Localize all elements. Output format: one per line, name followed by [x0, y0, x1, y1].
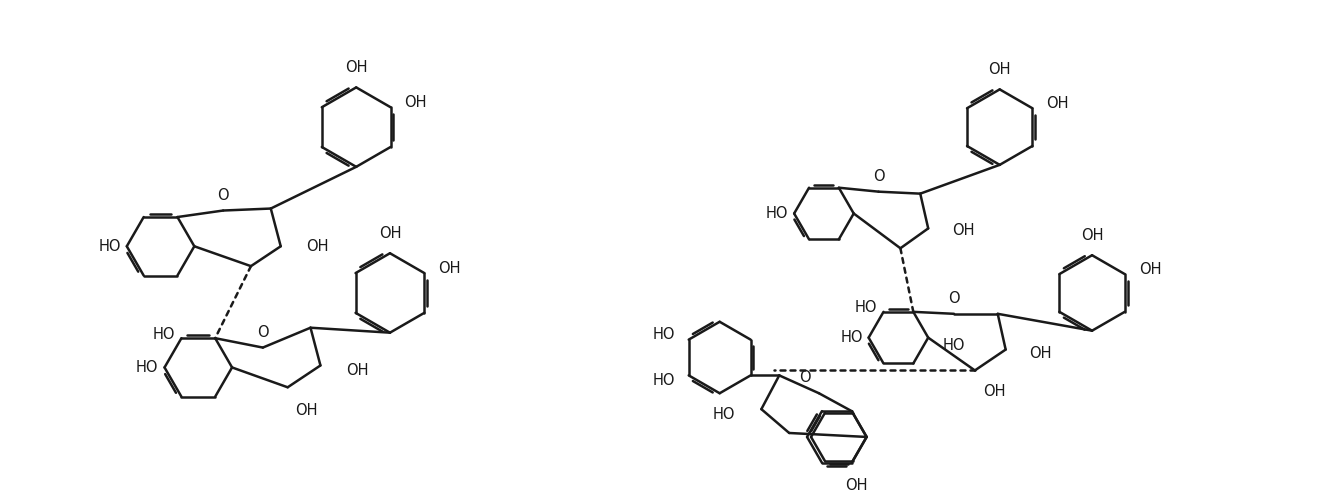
- Text: HO: HO: [652, 373, 675, 388]
- Text: HO: HO: [766, 206, 788, 221]
- Text: OH: OH: [378, 226, 401, 242]
- Text: O: O: [872, 169, 884, 184]
- Text: O: O: [217, 187, 229, 202]
- Text: OH: OH: [989, 62, 1011, 77]
- Text: OH: OH: [1138, 261, 1161, 277]
- Text: OH: OH: [1029, 346, 1052, 361]
- Text: OH: OH: [951, 223, 974, 238]
- Text: OH: OH: [845, 478, 868, 493]
- Text: O: O: [800, 371, 811, 385]
- Text: OH: OH: [1047, 96, 1068, 111]
- Text: HO: HO: [943, 338, 966, 353]
- Text: OH: OH: [982, 384, 1005, 399]
- Text: OH: OH: [346, 363, 369, 378]
- Text: HO: HO: [136, 360, 158, 375]
- Text: OH: OH: [306, 239, 329, 254]
- Text: OH: OH: [439, 260, 460, 276]
- Text: O: O: [949, 291, 960, 306]
- Text: HO: HO: [713, 407, 735, 422]
- Text: OH: OH: [345, 61, 368, 75]
- Text: HO: HO: [98, 239, 121, 254]
- Text: OH: OH: [1080, 228, 1103, 244]
- Text: HO: HO: [855, 301, 878, 315]
- Text: OH: OH: [404, 95, 427, 110]
- Text: HO: HO: [840, 330, 863, 345]
- Text: OH: OH: [295, 403, 318, 418]
- Text: O: O: [258, 324, 268, 340]
- Text: HO: HO: [652, 327, 675, 342]
- Text: HO: HO: [153, 327, 176, 342]
